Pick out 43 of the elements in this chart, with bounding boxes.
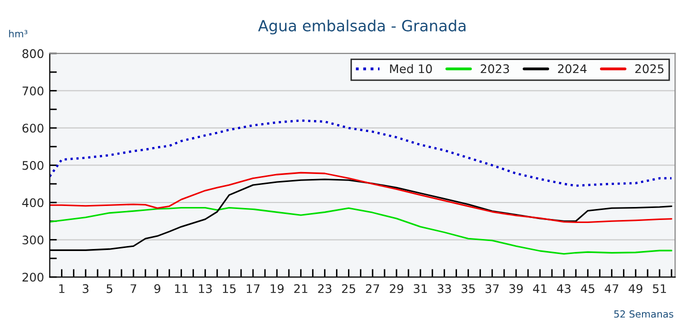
legend-label: 2025 [635,64,664,74]
x-tick-label: 11 [175,284,188,293]
x-tick-label: 17 [246,284,260,293]
x-tick-label: 39 [509,284,523,294]
x-tick-label: 35 [462,284,475,294]
x-tick-label: 33 [438,284,451,294]
y-tick-label: 500 [22,160,44,170]
x-tick-label: 31 [414,284,427,294]
x-tick-label: 45 [580,284,594,294]
x-tick-label: 15 [222,284,236,294]
x-tick-label: 9 [154,284,160,294]
x-tick-label: 3 [82,284,88,294]
x-tick-label: 13 [198,284,212,294]
y-tick-label: 300 [22,235,44,244]
legend-label: Med 10 [390,64,432,74]
x-tick-label: 49 [628,284,642,294]
x-tick-label: 29 [390,284,404,294]
x-tick-label: 27 [366,284,380,293]
legend-label: 2023 [480,64,509,74]
x-tick-label: 19 [270,284,284,294]
y-tick-label: 200 [22,272,44,282]
x-tick-label: 21 [294,284,308,293]
line-series [50,206,672,255]
line-series [50,119,673,187]
y-tick-label: 800 [22,49,44,58]
x-tick-label: 5 [106,284,112,294]
x-tick-label: 51 [652,284,666,294]
x-tick-label: 47 [604,284,618,293]
line-series [50,172,672,224]
x-tick-label: 37 [486,284,499,294]
x-axis-title: 52 Semanas [614,310,674,318]
y-tick-label: 700 [22,86,44,96]
x-tick-label: 41 [533,284,546,293]
legend-label: 2024 [558,64,587,74]
y-tick-label: 600 [22,124,44,133]
x-tick-label: 23 [318,284,332,294]
y-axis-title: hm³ [9,30,28,38]
x-tick-label: 1 [59,284,64,293]
x-tick-label: 25 [342,284,356,294]
x-tick-label: 7 [130,284,136,293]
x-tick-label: 43 [556,284,570,294]
chart-title: Agua embalsada - Granada [258,20,466,34]
y-tick-label: 400 [22,198,44,208]
